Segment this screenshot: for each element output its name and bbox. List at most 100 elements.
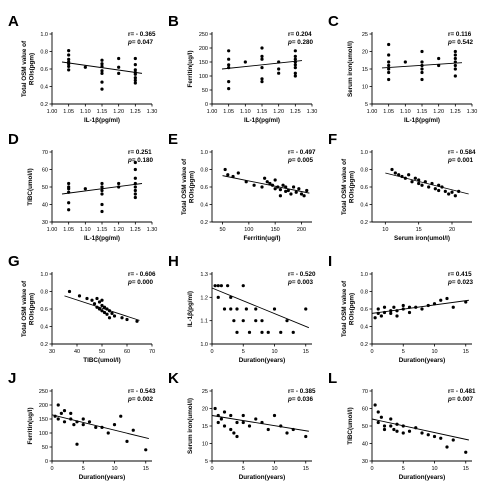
data-point <box>83 65 87 69</box>
data-point <box>67 62 71 66</box>
y-tick-label: 25 <box>362 32 368 38</box>
data-point <box>247 424 252 428</box>
data-point <box>293 63 297 67</box>
data-point <box>67 201 71 205</box>
data-point <box>133 78 137 82</box>
x-tick-label: 1.10 <box>240 109 251 115</box>
data-point <box>291 427 295 432</box>
x-tick-label: 15 <box>416 227 422 233</box>
x-tick-label: 10 <box>382 227 388 233</box>
x-axis-label: Duration(years) <box>399 474 446 481</box>
x-tick-label: 200 <box>297 227 306 233</box>
x-tick-label: 1.25 <box>130 109 141 115</box>
p-symbol: p <box>127 39 132 46</box>
r-value: r= - 0.584 <box>448 149 476 156</box>
data-point <box>231 174 235 179</box>
x-tick-label: 5 <box>242 349 245 355</box>
data-point <box>387 60 391 64</box>
y-axis-label: TIBC(umol/l) <box>27 168 34 205</box>
data-point <box>453 49 457 54</box>
data-point <box>379 314 383 318</box>
y-tick-label: 40 <box>42 203 48 209</box>
data-point <box>464 450 468 454</box>
data-point <box>100 69 104 73</box>
data-point <box>453 56 457 61</box>
data-point <box>67 187 71 191</box>
data-point <box>293 49 297 53</box>
regression-line <box>211 287 310 329</box>
x-tick-label: 60 <box>124 349 130 355</box>
y-tick-label: 0.6 <box>360 307 368 313</box>
x-tick-label: 10 <box>431 466 437 472</box>
y-tick-label: 5 <box>205 459 208 465</box>
y-axis-label: TIBC(umol/l) <box>347 407 354 444</box>
data-point <box>56 417 60 421</box>
data-point <box>272 307 277 311</box>
data-point <box>75 442 79 446</box>
y-tick-label: 1.3 <box>200 272 208 278</box>
data-point <box>293 54 297 59</box>
data-point <box>387 67 391 71</box>
data-point <box>284 189 288 193</box>
y-tick-label: 0 <box>205 102 208 108</box>
regression-line <box>61 183 143 195</box>
data-point <box>445 296 449 301</box>
y-tick-label: 60 <box>362 407 368 413</box>
x-tick-label: 30 <box>49 349 55 355</box>
data-point <box>100 64 104 68</box>
data-point <box>235 330 239 334</box>
data-point <box>453 53 457 57</box>
y-axis-label: ROIs(pgm) <box>189 171 196 203</box>
x-tick-label: 0 <box>370 349 373 355</box>
data-point <box>133 72 137 76</box>
y-tick-label: 0.2 <box>40 342 48 348</box>
panel-l: L 30 40 50 60 70 0 5 10 15 Duration(years) TIBC(umo… <box>328 370 476 481</box>
data-point <box>276 185 280 189</box>
data-point <box>105 307 109 311</box>
data-point <box>100 181 104 186</box>
p-symbol: p <box>447 39 452 46</box>
y-tick-label: 1.1 <box>200 319 208 325</box>
y-tick-label: 10 <box>362 85 368 91</box>
data-point <box>229 427 233 432</box>
data-point <box>254 417 258 421</box>
x-tick-label: 50 <box>99 349 105 355</box>
x-axis-label: IL-1β(pg/ml) <box>244 117 280 124</box>
x-tick-label: 1.20 <box>113 109 124 115</box>
data-point <box>401 424 405 428</box>
x-tick-label: 0 <box>50 466 53 472</box>
data-point <box>53 414 57 418</box>
data-point <box>117 56 121 61</box>
data-point <box>216 420 220 425</box>
data-point <box>133 181 137 186</box>
x-tick-label: 1.00 <box>207 109 218 115</box>
panel-j: J 0 50 100 150 200 250 0 5 10 15 Duration(years) Fer… <box>8 370 156 481</box>
data-point <box>117 181 121 186</box>
data-point <box>439 436 443 440</box>
y-tick-label: 0.4 <box>200 203 208 209</box>
panel-a: A 0.2 0.4 0.6 0.8 1.0 1.00 1.05 1.10 1.15 1.20 1.25… <box>8 13 157 124</box>
data-point <box>95 296 99 301</box>
data-point <box>133 195 137 200</box>
data-point <box>387 70 391 75</box>
y-tick-label: 0.8 <box>40 290 48 296</box>
x-tick-label: 15 <box>463 466 469 472</box>
x-tick-label: 0 <box>370 466 373 472</box>
data-point <box>67 49 71 53</box>
data-point <box>133 68 137 72</box>
p-number: = 0.007 <box>452 396 474 403</box>
data-point <box>395 314 399 318</box>
data-point <box>451 438 455 442</box>
data-point <box>67 289 72 294</box>
x-tick-label: 1.25 <box>130 227 141 233</box>
y-tick-label: 50 <box>362 424 368 430</box>
x-tick-label: 50 <box>219 227 225 233</box>
y-tick-label: 70 <box>42 150 48 156</box>
data-point <box>263 176 267 180</box>
regression-line <box>371 418 469 441</box>
data-point <box>117 185 121 189</box>
x-tick-label: 40 <box>74 349 80 355</box>
data-point <box>254 307 258 311</box>
data-point <box>426 303 430 308</box>
panel-label: F <box>328 131 337 148</box>
